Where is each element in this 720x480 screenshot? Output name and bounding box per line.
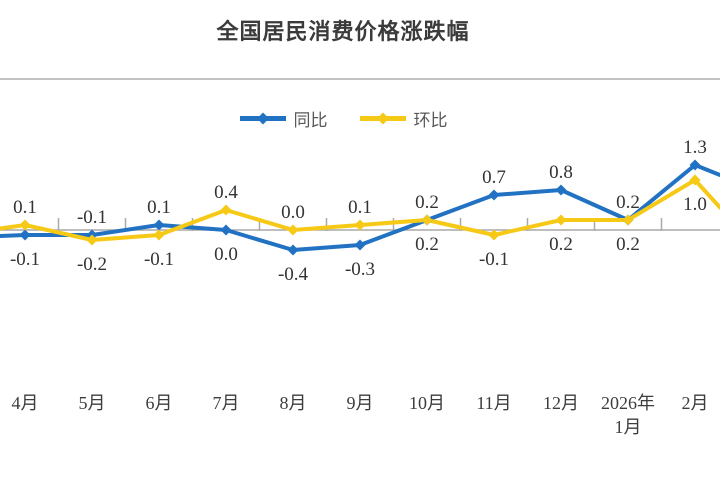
x-axis-label: 11月 xyxy=(476,393,511,413)
x-axis-label: 1月 xyxy=(615,417,642,437)
legend-label-tongbi: 同比 xyxy=(293,111,328,130)
legend-line-diamond-icon xyxy=(359,112,406,125)
data-point-marker xyxy=(287,244,299,256)
data-point-marker xyxy=(354,239,366,251)
data-label: 0.1 xyxy=(147,197,171,218)
x-axis-label: 8月 xyxy=(280,393,307,413)
data-label: -0.1 xyxy=(479,249,509,270)
data-label: 0.2 xyxy=(415,192,439,213)
data-point-marker xyxy=(19,219,31,231)
legend-item-huanbi[interactable]: 环比 xyxy=(359,106,448,131)
data-point-marker xyxy=(421,214,433,226)
x-axis-label: 9月 xyxy=(347,393,374,413)
data-label: 0.8 xyxy=(549,162,573,183)
data-label: 0.2 xyxy=(616,192,640,213)
chart-header: 全国居民消费价格涨跌幅 xyxy=(0,0,686,46)
data-point-marker xyxy=(220,204,232,216)
chart-title: 全国居民消费价格涨跌幅 xyxy=(216,19,470,44)
x-axis-label: 2026年 xyxy=(601,393,655,413)
data-label: -0.1 xyxy=(77,207,107,228)
data-point-marker xyxy=(488,229,500,241)
data-point-marker xyxy=(488,189,500,201)
data-label: 0.0 xyxy=(214,244,238,265)
legend-label-huanbi: 环比 xyxy=(413,111,448,130)
data-point-marker xyxy=(220,224,232,236)
x-axis-label: 4月 xyxy=(12,393,39,413)
data-label: 0.1 xyxy=(348,197,372,218)
data-point-marker xyxy=(153,219,165,231)
x-axis-label: 6月 xyxy=(146,393,173,413)
data-label: -0.4 xyxy=(278,264,309,285)
legend-item-tongbi[interactable]: 同比 xyxy=(239,106,328,131)
data-label: 0.1 xyxy=(13,197,37,218)
data-point-marker xyxy=(555,184,567,196)
x-axis-label: 12月 xyxy=(543,393,579,413)
legend-line-diamond-icon xyxy=(239,112,286,125)
data-label: 0.0 xyxy=(281,202,305,223)
data-point-marker xyxy=(86,234,98,246)
data-point-marker xyxy=(689,159,701,171)
data-label: 0.4 xyxy=(214,182,238,203)
data-label: 1.3 xyxy=(683,137,707,158)
data-point-marker xyxy=(555,214,567,226)
data-label: 0.7 xyxy=(482,167,506,188)
data-point-marker xyxy=(287,224,299,236)
data-label: -0.1 xyxy=(144,249,174,270)
x-axis-label: 2月 xyxy=(682,393,709,413)
x-axis-label: 7月 xyxy=(213,393,240,413)
x-axis-label: 5月 xyxy=(79,393,106,413)
data-point-marker xyxy=(689,174,701,186)
x-axis-label: 10月 xyxy=(409,393,445,413)
data-label: 1.0 xyxy=(683,194,707,215)
legend: 同比 环比 xyxy=(0,106,686,131)
data-label: -0.1 xyxy=(10,249,40,270)
data-label: 0.2 xyxy=(616,234,640,255)
data-label: -0.2 xyxy=(77,254,107,275)
data-point-marker xyxy=(153,229,165,241)
data-label: 0.2 xyxy=(549,234,573,255)
data-point-marker xyxy=(622,214,634,226)
data-point-marker xyxy=(19,229,31,241)
data-point-marker xyxy=(354,219,366,231)
data-label: 0.2 xyxy=(415,234,439,255)
data-label: -0.3 xyxy=(345,259,375,280)
